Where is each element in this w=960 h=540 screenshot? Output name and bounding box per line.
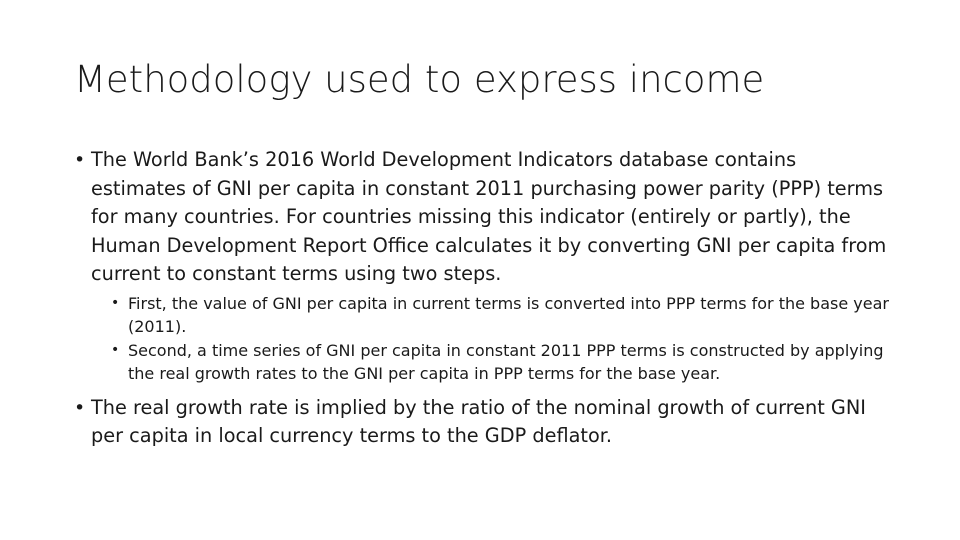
slide-title: Methodology used to express income (74, 58, 765, 101)
sub-bullet-text: First, the value of GNI per capita in cu… (128, 293, 889, 337)
sub-bullet-list: • First, the value of GNI per capita in … (111, 292, 894, 386)
slide-body: • The World Bank’s 2016 World Developmen… (74, 146, 894, 451)
bullet-marker: • (74, 396, 86, 419)
sub-bullet-marker: • (111, 341, 120, 358)
bullet-item: • The real growth rate is implied by the… (74, 394, 894, 451)
bullet-item: • The World Bank’s 2016 World Developmen… (74, 146, 894, 289)
bullet-marker: • (74, 149, 86, 171)
sub-bullet-marker: • (111, 294, 120, 311)
bullet-text: The real growth rate is implied by the r… (91, 395, 866, 448)
sub-bullet-item: • First, the value of GNI per capita in … (111, 292, 894, 339)
spacer (74, 386, 894, 394)
bullet-text: The World Bank’s 2016 World Development … (91, 148, 887, 285)
sub-bullet-item: • Second, a time series of GNI per capit… (111, 339, 894, 386)
sub-bullet-text: Second, a time series of GNI per capita … (128, 340, 884, 384)
